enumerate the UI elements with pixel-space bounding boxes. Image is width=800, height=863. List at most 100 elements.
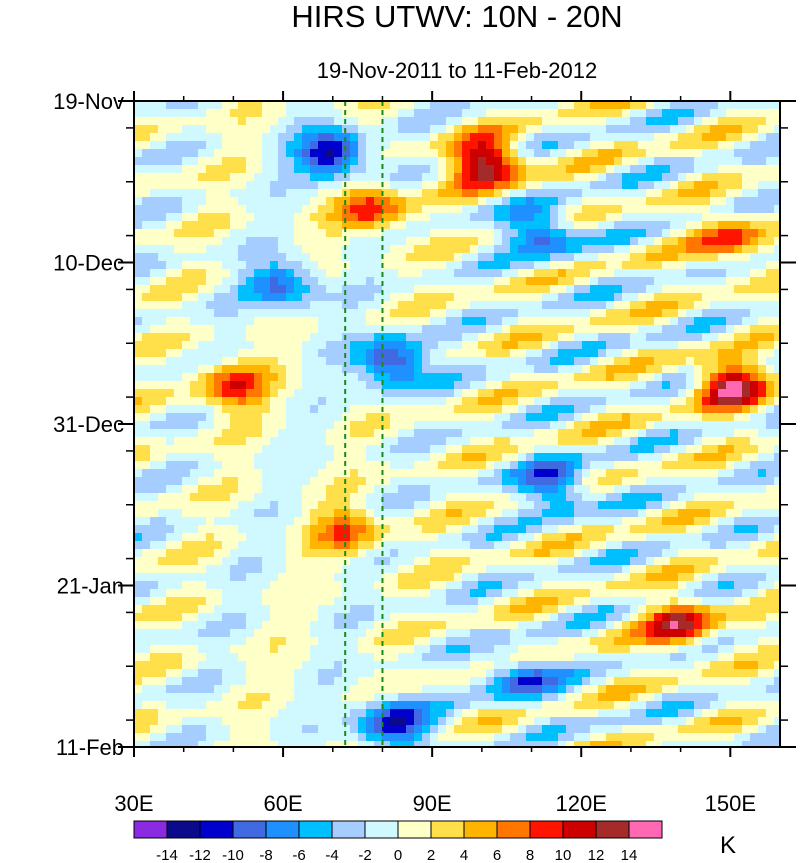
heatmap-cell (454, 461, 463, 470)
heatmap-cell (654, 213, 663, 222)
heatmap-cell (542, 429, 551, 438)
heatmap-cell (382, 301, 391, 310)
heatmap-cell (430, 237, 439, 246)
heatmap-cell (422, 437, 431, 446)
heatmap-cell (478, 229, 487, 238)
heatmap-cell (678, 357, 687, 366)
heatmap-cell (206, 109, 215, 118)
heatmap-cell (326, 429, 335, 438)
heatmap-cell (662, 501, 671, 510)
heatmap-cell (134, 277, 143, 286)
heatmap-cell (246, 269, 255, 278)
heatmap-cell (758, 213, 767, 222)
heatmap-cell (198, 293, 207, 302)
heatmap-cell (318, 453, 327, 462)
heatmap-cell (214, 541, 223, 550)
heatmap-cell (134, 245, 143, 254)
heatmap-cell (630, 365, 639, 374)
heatmap-cell (694, 141, 703, 150)
heatmap-cell (198, 541, 207, 550)
heatmap-cell (702, 261, 711, 270)
heatmap-cell (470, 317, 479, 326)
heatmap-cell (326, 325, 335, 334)
heatmap-cell (662, 517, 671, 526)
heatmap-cell (294, 333, 303, 342)
heatmap-cell (422, 453, 431, 462)
heatmap-cell (166, 533, 175, 542)
heatmap-cell (270, 349, 279, 358)
heatmap-cell (142, 197, 151, 206)
heatmap-cell (766, 565, 775, 574)
heatmap-cell (262, 525, 271, 534)
heatmap-cell (302, 173, 311, 182)
heatmap-cell (326, 237, 335, 246)
heatmap-cell (630, 117, 639, 126)
heatmap-cell (478, 237, 487, 246)
heatmap-cell (366, 149, 375, 158)
heatmap-cell (254, 341, 263, 350)
heatmap-cell (286, 341, 295, 350)
heatmap-cell (582, 517, 591, 526)
heatmap-cell (670, 189, 679, 198)
heatmap-cell (726, 453, 735, 462)
heatmap-cell (638, 133, 647, 142)
heatmap-cell (438, 285, 447, 294)
heatmap-cell (414, 325, 423, 334)
heatmap-cell (670, 493, 679, 502)
heatmap-cell (534, 405, 543, 414)
heatmap-cell (174, 181, 183, 190)
heatmap-cell (462, 405, 471, 414)
heatmap-cell (382, 333, 391, 342)
heatmap-cell (750, 533, 759, 542)
heatmap-cell (478, 309, 487, 318)
heatmap-cell (774, 381, 780, 390)
heatmap-cell (294, 261, 303, 270)
heatmap-cell (470, 325, 479, 334)
heatmap-cell (750, 117, 759, 126)
heatmap-cell (550, 269, 559, 278)
heatmap-cell (366, 501, 375, 510)
heatmap-cell (446, 269, 455, 278)
heatmap-cell (702, 125, 711, 134)
heatmap-cell (454, 373, 463, 382)
heatmap-cell (670, 389, 679, 398)
heatmap-cell (614, 341, 623, 350)
heatmap-cell (326, 509, 335, 518)
heatmap-cell (486, 429, 495, 438)
heatmap-cell (430, 141, 439, 150)
heatmap-cell (574, 285, 583, 294)
heatmap-cell (734, 373, 743, 382)
heatmap-cell (734, 421, 743, 430)
heatmap-cell (206, 437, 215, 446)
heatmap-cell (374, 469, 383, 478)
heatmap-cell (566, 309, 575, 318)
heatmap-cell (422, 293, 431, 302)
heatmap-cell (262, 141, 271, 150)
heatmap-cell (206, 285, 215, 294)
heatmap-cell (278, 509, 287, 518)
heatmap-cell (478, 149, 487, 158)
heatmap-cell (406, 221, 415, 230)
heatmap-cell (222, 181, 231, 190)
heatmap-cell (382, 117, 391, 126)
heatmap-cell (454, 453, 463, 462)
heatmap-cell (462, 557, 471, 566)
heatmap-cell (366, 509, 375, 518)
heatmap-cell (342, 317, 351, 326)
heatmap-cell (462, 149, 471, 158)
heatmap-cell (606, 541, 615, 550)
heatmap-cell (454, 565, 463, 574)
heatmap-cell (702, 373, 711, 382)
heatmap-cell (222, 285, 231, 294)
heatmap-cell (358, 117, 367, 126)
heatmap-cell (206, 541, 215, 550)
heatmap-cell (670, 525, 679, 534)
heatmap-cell (430, 469, 439, 478)
heatmap-cell (414, 333, 423, 342)
heatmap-cell (502, 581, 511, 590)
heatmap-cell (758, 573, 767, 582)
heatmap-cell (406, 157, 415, 166)
heatmap-cell (166, 453, 175, 462)
heatmap-cell (774, 501, 780, 510)
heatmap-cell (214, 421, 223, 430)
